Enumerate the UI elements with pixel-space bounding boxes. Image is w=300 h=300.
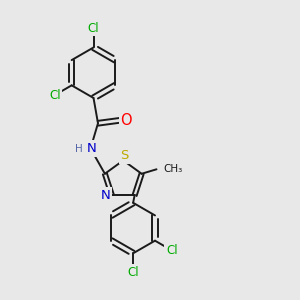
Text: N: N (87, 142, 97, 155)
Text: N: N (100, 189, 110, 202)
Text: O: O (120, 113, 132, 128)
Text: Cl: Cl (127, 266, 139, 279)
Text: H: H (75, 143, 83, 154)
Text: Cl: Cl (49, 88, 61, 101)
Text: S: S (121, 149, 129, 162)
Text: Cl: Cl (88, 22, 99, 34)
Text: Cl: Cl (166, 244, 178, 257)
Text: CH₃: CH₃ (163, 164, 182, 174)
